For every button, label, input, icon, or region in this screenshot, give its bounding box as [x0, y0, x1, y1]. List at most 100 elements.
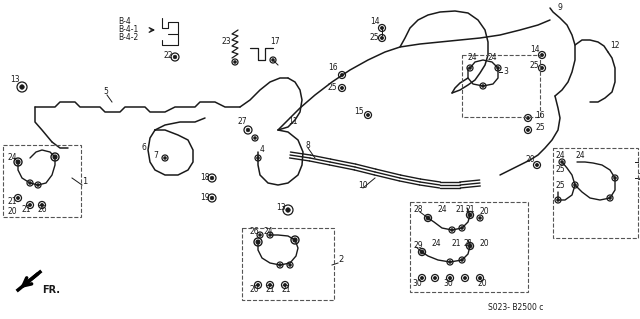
Text: 19: 19: [200, 194, 210, 203]
Text: 9: 9: [558, 4, 563, 12]
Circle shape: [482, 85, 484, 87]
Bar: [3, 145, 81, 217]
Circle shape: [451, 229, 453, 231]
Text: 20: 20: [250, 286, 260, 294]
Circle shape: [340, 73, 344, 77]
Text: 7: 7: [153, 151, 158, 160]
Circle shape: [557, 199, 559, 201]
Circle shape: [609, 197, 611, 199]
Circle shape: [268, 283, 271, 286]
Text: 16: 16: [328, 63, 338, 72]
Text: 30: 30: [412, 278, 422, 287]
Bar: [410, 202, 528, 292]
Circle shape: [449, 261, 451, 263]
Text: 12: 12: [610, 41, 620, 49]
Bar: [242, 228, 334, 300]
Text: 21: 21: [8, 197, 17, 206]
Circle shape: [278, 263, 282, 266]
Circle shape: [257, 157, 259, 160]
Circle shape: [479, 217, 481, 219]
Text: 24: 24: [487, 54, 497, 63]
Text: 21: 21: [22, 205, 31, 214]
Text: 28: 28: [413, 205, 422, 214]
Text: 21: 21: [455, 205, 465, 214]
Text: 17: 17: [270, 38, 280, 47]
Text: 24: 24: [263, 227, 273, 236]
Text: 20: 20: [480, 207, 490, 217]
Circle shape: [426, 216, 429, 220]
Text: 25: 25: [556, 166, 566, 174]
Text: 25: 25: [370, 33, 380, 42]
Circle shape: [463, 277, 467, 279]
Text: 13: 13: [276, 204, 285, 212]
Text: 16: 16: [535, 110, 545, 120]
Circle shape: [164, 157, 166, 160]
Text: 4: 4: [260, 145, 265, 154]
Circle shape: [461, 259, 463, 261]
Circle shape: [269, 234, 271, 236]
Text: 20: 20: [478, 278, 488, 287]
Circle shape: [16, 160, 20, 164]
Text: 26: 26: [38, 205, 47, 214]
Text: 24: 24: [468, 54, 477, 63]
Text: FR.: FR.: [42, 285, 60, 295]
Text: 26: 26: [250, 227, 260, 236]
Text: 18: 18: [200, 174, 209, 182]
Text: B-4-2: B-4-2: [118, 33, 138, 42]
Circle shape: [36, 184, 39, 186]
Circle shape: [284, 283, 287, 286]
Circle shape: [367, 114, 369, 116]
Circle shape: [540, 53, 543, 56]
Circle shape: [468, 244, 472, 248]
Text: 21: 21: [265, 286, 275, 294]
Circle shape: [28, 204, 31, 207]
Text: 23: 23: [222, 38, 232, 47]
Text: 5: 5: [103, 86, 108, 95]
Circle shape: [271, 59, 275, 61]
Text: 8: 8: [305, 140, 310, 150]
Text: B-4: B-4: [118, 18, 131, 26]
Text: 1: 1: [82, 177, 87, 187]
Text: 3: 3: [638, 190, 640, 199]
Circle shape: [340, 86, 344, 90]
Circle shape: [527, 116, 529, 120]
Circle shape: [256, 240, 260, 244]
Text: 24: 24: [437, 205, 447, 214]
Circle shape: [293, 238, 297, 242]
Text: 2: 2: [338, 256, 343, 264]
Circle shape: [210, 176, 214, 180]
Text: 3: 3: [503, 68, 508, 77]
Text: 13: 13: [10, 76, 20, 85]
Circle shape: [210, 196, 214, 200]
Circle shape: [573, 184, 577, 186]
Circle shape: [380, 26, 383, 30]
Circle shape: [561, 161, 563, 163]
Circle shape: [173, 55, 177, 59]
Circle shape: [285, 208, 291, 212]
Text: 25: 25: [638, 174, 640, 182]
Text: 22: 22: [163, 51, 173, 61]
Circle shape: [53, 155, 57, 159]
Text: 6: 6: [142, 144, 147, 152]
Circle shape: [289, 263, 291, 266]
Circle shape: [246, 128, 250, 132]
Text: 16: 16: [638, 158, 640, 167]
Text: 14: 14: [370, 18, 380, 26]
Text: 10: 10: [358, 181, 367, 189]
Text: 21: 21: [282, 286, 291, 294]
Text: 30: 30: [443, 278, 452, 287]
Text: 11: 11: [288, 117, 298, 127]
Text: 21: 21: [452, 239, 461, 248]
Circle shape: [527, 129, 529, 131]
Text: 29: 29: [413, 241, 422, 249]
Text: 25: 25: [328, 84, 338, 93]
Circle shape: [461, 227, 463, 229]
Circle shape: [420, 277, 424, 279]
Text: 20: 20: [480, 239, 490, 248]
Circle shape: [433, 277, 436, 279]
Circle shape: [257, 283, 260, 286]
Text: 21: 21: [465, 205, 474, 214]
Text: 15: 15: [354, 108, 364, 116]
Text: B-4-1: B-4-1: [118, 26, 138, 34]
Text: 27: 27: [238, 117, 248, 127]
